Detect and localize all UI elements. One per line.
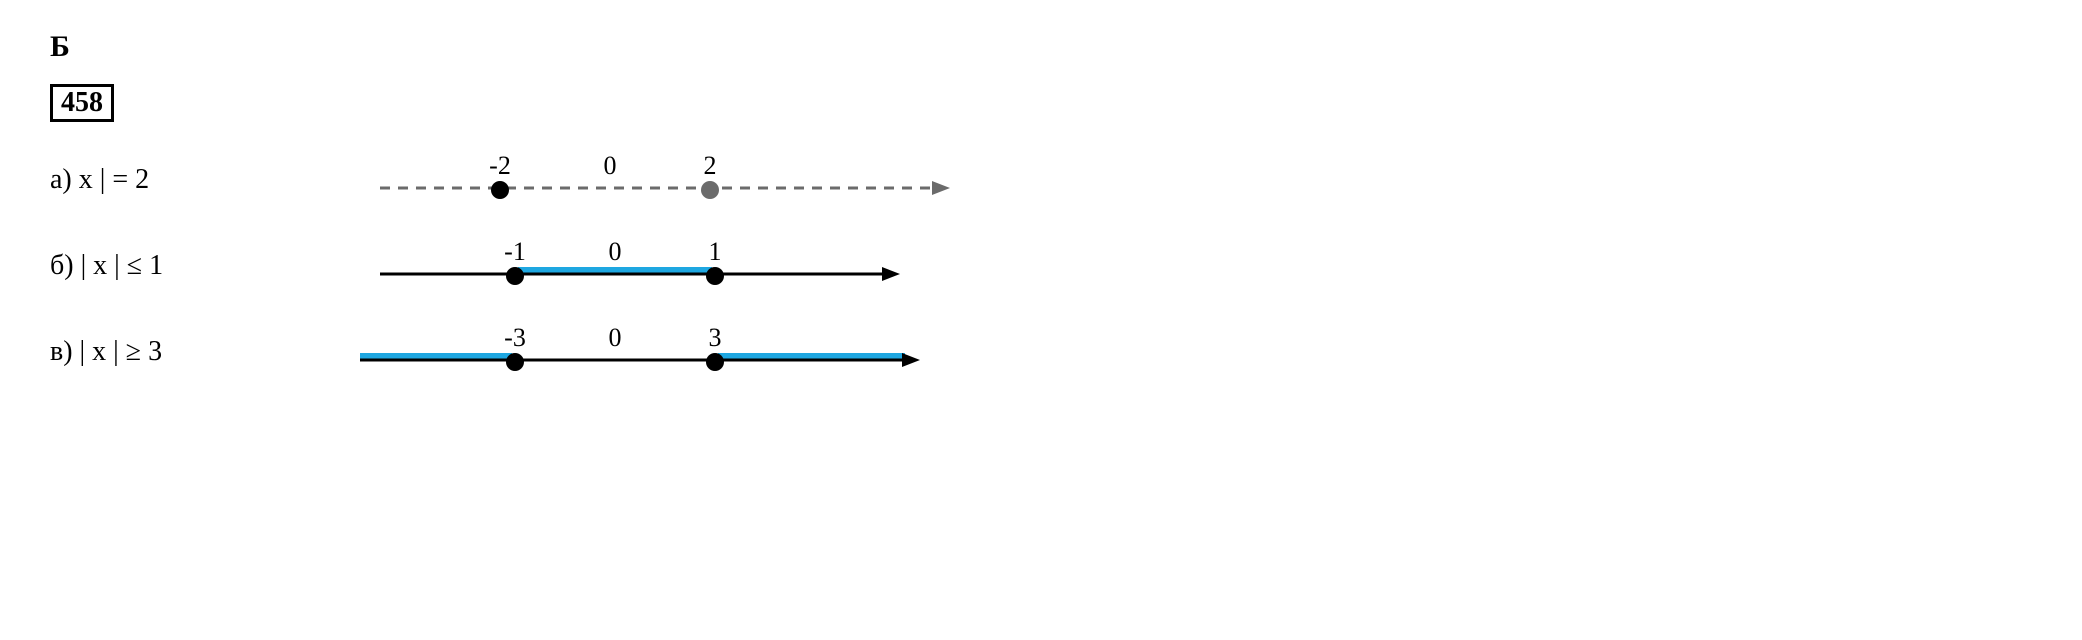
problem-row-v: в) | x | ≥ 3 -3 0 3 bbox=[50, 324, 2032, 380]
numberline-a: -2 0 2 bbox=[360, 152, 980, 208]
numberline-b: -1 0 1 bbox=[360, 238, 980, 294]
svg-text:0: 0 bbox=[604, 152, 617, 180]
expression-a: а) x | = 2 bbox=[50, 164, 360, 196]
expression-b: б) | x | ≤ 1 bbox=[50, 250, 360, 282]
problem-number: 458 bbox=[50, 84, 114, 122]
numberline-v: -3 0 3 bbox=[360, 324, 980, 380]
svg-text:2: 2 bbox=[704, 152, 717, 180]
problem-row-b: б) | x | ≤ 1 -1 0 1 bbox=[50, 238, 2032, 294]
expression-v: в) | x | ≥ 3 bbox=[50, 336, 360, 368]
svg-text:3: 3 bbox=[709, 324, 722, 352]
svg-text:-3: -3 bbox=[504, 324, 526, 352]
rows-container: а) x | = 2 -2 0 2 б) | x | ≤ 1 -1 0 1 в) | x | ≥… bbox=[50, 152, 2032, 380]
problem-row-a: а) x | = 2 -2 0 2 bbox=[50, 152, 2032, 208]
svg-text:-1: -1 bbox=[504, 238, 526, 266]
section-label: Б bbox=[50, 30, 2032, 64]
svg-text:-2: -2 bbox=[489, 152, 511, 180]
svg-text:1: 1 bbox=[709, 238, 722, 266]
svg-text:0: 0 bbox=[609, 238, 622, 266]
svg-text:0: 0 bbox=[609, 324, 622, 352]
